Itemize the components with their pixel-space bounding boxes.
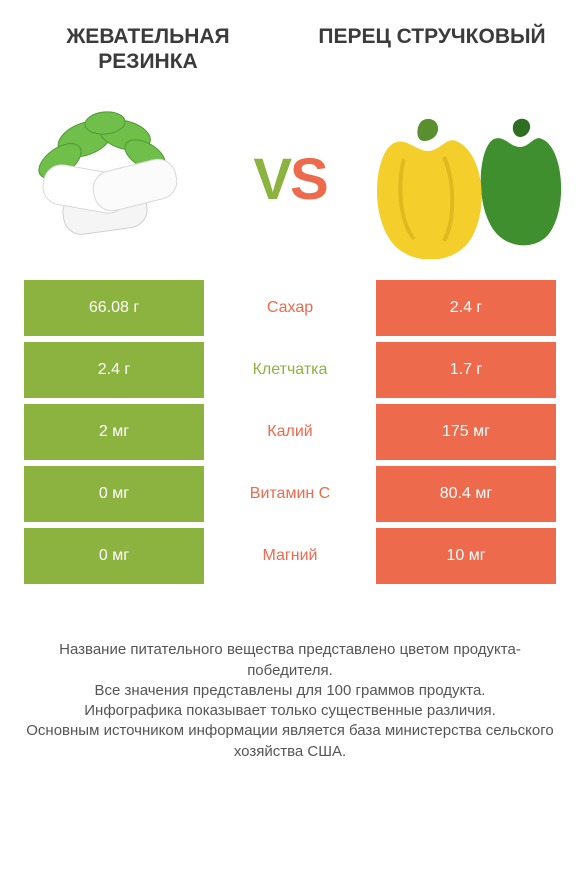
table-row: 0 мгМагний10 мг <box>24 528 556 584</box>
vs-s: S <box>290 147 327 212</box>
right-value: 10 мг <box>376 528 556 584</box>
vs-v: V <box>253 147 290 212</box>
right-product-title: ПЕРЕЦ СТРУЧКОВЫЙ <box>312 24 552 74</box>
footer-line-1: Название питательного вещества представл… <box>26 640 554 681</box>
nutrient-label: Калий <box>204 404 376 460</box>
nutrient-label: Магний <box>204 528 376 584</box>
left-product-image <box>12 94 217 264</box>
footer-line-3: Инфографика показывает только существенн… <box>26 701 554 721</box>
vs-label: VS <box>253 146 326 213</box>
gum-icon <box>15 99 215 259</box>
table-row: 66.08 гСахар2.4 г <box>24 280 556 336</box>
footer-line-2: Все значения представлены для 100 граммо… <box>26 681 554 701</box>
left-value: 2.4 г <box>24 342 204 398</box>
right-value: 80.4 мг <box>376 466 556 522</box>
header: ЖЕВАТЕЛЬНАЯ РЕЗИНКА ПЕРЕЦ СТРУЧКОВЫЙ <box>0 0 580 84</box>
image-row: VS <box>0 84 580 274</box>
right-product-image <box>363 94 568 264</box>
left-value: 2 мг <box>24 404 204 460</box>
nutrient-label: Клетчатка <box>204 342 376 398</box>
left-value: 0 мг <box>24 466 204 522</box>
table-row: 0 мгВитамин C80.4 мг <box>24 466 556 522</box>
table-row: 2 мгКалий175 мг <box>24 404 556 460</box>
left-value: 0 мг <box>24 528 204 584</box>
right-value: 175 мг <box>376 404 556 460</box>
table-row: 2.4 гКлетчатка1.7 г <box>24 342 556 398</box>
footer-line-4: Основным источником информации является … <box>26 721 554 762</box>
footer-notes: Название питательного вещества представл… <box>0 590 580 762</box>
nutrient-label: Витамин C <box>204 466 376 522</box>
right-value: 1.7 г <box>376 342 556 398</box>
right-value: 2.4 г <box>376 280 556 336</box>
nutrient-table: 66.08 гСахар2.4 г2.4 гКлетчатка1.7 г2 мг… <box>0 274 580 584</box>
pepper-icon <box>366 99 566 259</box>
nutrient-label: Сахар <box>204 280 376 336</box>
left-value: 66.08 г <box>24 280 204 336</box>
left-product-title: ЖЕВАТЕЛЬНАЯ РЕЗИНКА <box>28 24 268 74</box>
